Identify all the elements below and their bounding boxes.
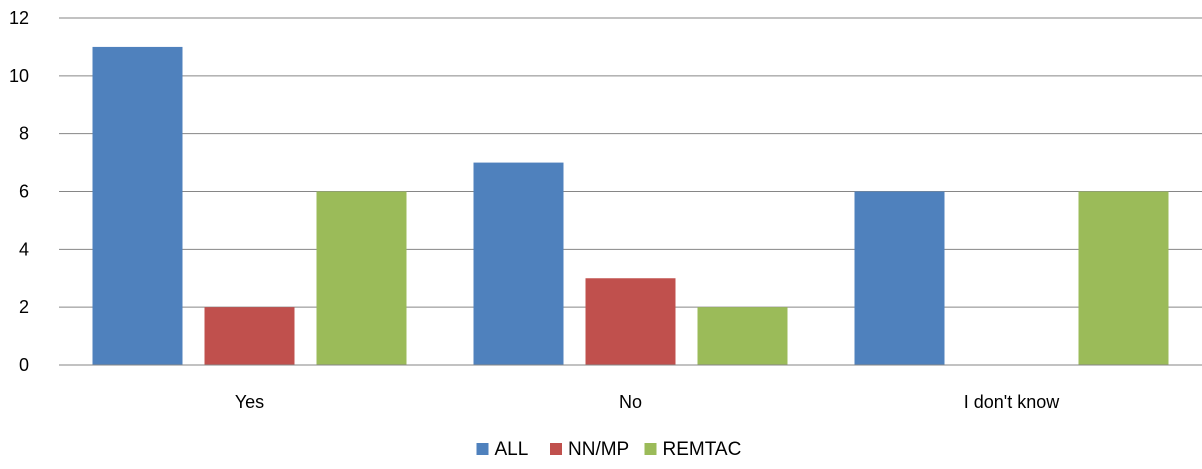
legend-swatch xyxy=(550,443,562,455)
y-tick-label: 10 xyxy=(9,66,29,86)
bar-all-0 xyxy=(92,46,183,366)
legend-item-all: ALL xyxy=(476,439,529,460)
y-tick-label: 6 xyxy=(19,182,29,202)
x-tick-label: I don't know xyxy=(964,392,1060,412)
bar-remtac-1 xyxy=(697,307,788,365)
legend-label: REMTAC xyxy=(663,439,742,460)
legend-swatch xyxy=(644,443,657,455)
y-axis-tick-labels: 0 2 4 6 8 10 12 xyxy=(9,8,29,375)
legend-item-nn-mp: NN/MP xyxy=(550,439,629,460)
y-tick-label: 2 xyxy=(19,297,29,317)
x-tick-label: Yes xyxy=(235,392,264,412)
legend-label: ALL xyxy=(495,439,529,460)
x-tick-label: No xyxy=(619,392,642,412)
y-tick-label: 4 xyxy=(19,239,29,259)
bar-nn-mp-1 xyxy=(585,278,676,365)
bar-all-1 xyxy=(473,162,564,365)
bar-remtac-0 xyxy=(316,191,407,365)
bar-remtac-2 xyxy=(1078,191,1169,365)
y-tick-label: 0 xyxy=(19,355,29,375)
y-tick-label: 12 xyxy=(9,8,29,28)
legend: ALL NN/MP REMTAC xyxy=(476,439,742,460)
legend-item-remtac: REMTAC xyxy=(644,439,742,460)
bar-all-2 xyxy=(854,191,945,365)
legend-swatch xyxy=(476,443,489,455)
bar-nn-mp-0 xyxy=(204,307,295,365)
legend-label: NN/MP xyxy=(568,439,629,460)
gridlines xyxy=(59,17,1202,308)
y-tick-label: 8 xyxy=(19,124,29,144)
bars xyxy=(92,46,1169,366)
x-axis-tick-labels: Yes No I don't know xyxy=(235,392,1060,412)
